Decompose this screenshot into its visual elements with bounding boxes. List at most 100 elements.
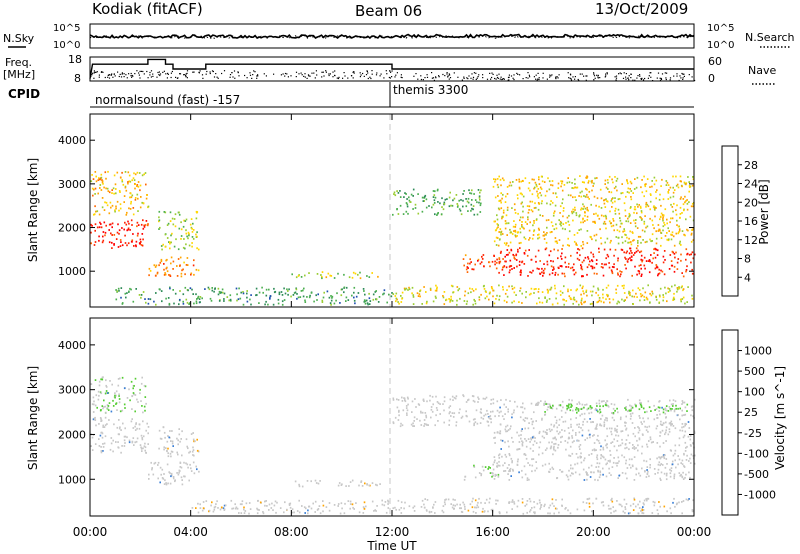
heatmap-cell bbox=[118, 229, 121, 232]
heatmap-cell bbox=[317, 293, 319, 296]
heatmap-cell bbox=[501, 439, 504, 442]
heatmap-cell bbox=[596, 197, 599, 200]
heatmap-cell bbox=[616, 440, 619, 442]
heatmap-cell bbox=[559, 404, 562, 406]
heatmap-cell bbox=[127, 181, 129, 183]
heatmap-cell bbox=[524, 417, 527, 419]
heatmap-cell bbox=[493, 254, 495, 257]
heatmap-cell bbox=[663, 457, 666, 460]
heatmap-cell bbox=[169, 220, 172, 222]
heatmap-cell bbox=[609, 301, 611, 304]
heatmap-cell bbox=[141, 405, 143, 407]
heatmap-cell bbox=[586, 208, 589, 211]
noise-left-label: N.Sky bbox=[3, 32, 35, 45]
heatmap-cell bbox=[634, 206, 636, 208]
heatmap-cell bbox=[669, 221, 671, 224]
heatmap-cell bbox=[598, 399, 601, 402]
heatmap-cell bbox=[659, 431, 662, 434]
heatmap-cell bbox=[661, 214, 664, 216]
heatmap-cell bbox=[411, 292, 413, 295]
heatmap-cell bbox=[658, 228, 660, 231]
heatmap-cell bbox=[550, 445, 553, 448]
heatmap-cell bbox=[664, 454, 666, 457]
heatmap-cell bbox=[654, 247, 656, 250]
heatmap-cell bbox=[339, 302, 341, 304]
heatmap-cell bbox=[692, 455, 695, 457]
heatmap-cell bbox=[186, 463, 189, 466]
nave-point bbox=[537, 78, 539, 80]
heatmap-cell bbox=[168, 241, 171, 244]
heatmap-cell bbox=[427, 424, 429, 426]
heatmap-cell bbox=[686, 208, 689, 211]
heatmap-cell bbox=[519, 216, 522, 219]
heatmap-cell bbox=[679, 180, 682, 182]
heatmap-cell bbox=[522, 512, 525, 515]
heatmap-cell bbox=[531, 210, 534, 213]
heatmap-cell bbox=[405, 405, 408, 407]
heatmap-cell bbox=[109, 448, 112, 451]
heatmap-cell bbox=[633, 219, 635, 222]
heatmap-cell bbox=[608, 220, 611, 223]
heatmap-cell bbox=[521, 179, 524, 182]
heatmap-cell bbox=[204, 288, 206, 290]
heatmap-cell bbox=[553, 512, 555, 515]
nave-point bbox=[388, 76, 390, 79]
heatmap-cell bbox=[573, 234, 576, 236]
heatmap-cell bbox=[166, 224, 169, 226]
heatmap-cell bbox=[671, 264, 674, 267]
heatmap-cell bbox=[506, 209, 509, 211]
heatmap-cell bbox=[558, 424, 560, 426]
nave-point bbox=[342, 77, 344, 79]
heatmap-cell bbox=[187, 237, 189, 240]
heatmap-cell bbox=[102, 443, 104, 445]
heatmap-cell bbox=[568, 224, 571, 226]
heatmap-cell bbox=[343, 512, 346, 515]
heatmap-cell bbox=[561, 202, 563, 205]
heatmap-cell bbox=[643, 222, 646, 225]
heatmap-cell bbox=[521, 428, 523, 430]
heatmap-cell bbox=[586, 408, 588, 411]
heatmap-cell bbox=[343, 286, 346, 289]
heatmap-cell bbox=[134, 441, 136, 444]
nave-point bbox=[130, 72, 132, 75]
heatmap-cell bbox=[630, 466, 632, 469]
heatmap-cell bbox=[626, 191, 629, 193]
heatmap-cell bbox=[392, 293, 395, 295]
heatmap-cell bbox=[157, 477, 159, 480]
heatmap-cell bbox=[202, 507, 205, 510]
heatmap-cell bbox=[615, 292, 618, 294]
heatmap-cell bbox=[630, 250, 632, 252]
heatmap-cell bbox=[596, 177, 598, 179]
heatmap-cell bbox=[116, 200, 119, 203]
heatmap-cell bbox=[505, 398, 507, 401]
heatmap-cell bbox=[632, 444, 634, 446]
nave-point bbox=[362, 72, 364, 75]
heatmap-cell bbox=[548, 462, 550, 465]
heatmap-cell bbox=[620, 222, 622, 225]
heatmap-cell bbox=[471, 199, 473, 201]
heatmap-cell bbox=[515, 235, 517, 238]
heatmap-cell bbox=[592, 220, 594, 223]
heatmap-cell bbox=[128, 180, 131, 183]
heatmap-cell bbox=[675, 209, 677, 212]
heatmap-cell bbox=[258, 291, 261, 294]
heatmap-cell bbox=[676, 261, 679, 264]
heatmap-cell bbox=[663, 472, 666, 475]
heatmap-cell bbox=[645, 190, 648, 193]
heatmap-cell bbox=[361, 485, 364, 487]
heatmap-cell bbox=[192, 449, 195, 451]
heatmap-cell bbox=[168, 241, 170, 243]
heatmap-cell bbox=[163, 268, 165, 271]
heatmap-cell bbox=[499, 423, 502, 426]
nave-point bbox=[149, 71, 151, 74]
heatmap-cell bbox=[530, 209, 533, 211]
heatmap-cell bbox=[449, 300, 451, 303]
heatmap-cell bbox=[600, 445, 602, 448]
heatmap-cell bbox=[595, 233, 598, 236]
date-title: 13/Oct/2009 bbox=[595, 0, 688, 18]
heatmap-cell bbox=[561, 182, 563, 185]
heatmap-cell bbox=[584, 207, 587, 210]
heatmap-cell bbox=[464, 505, 466, 508]
heatmap-cell bbox=[685, 269, 688, 271]
heatmap-cell bbox=[298, 485, 301, 488]
